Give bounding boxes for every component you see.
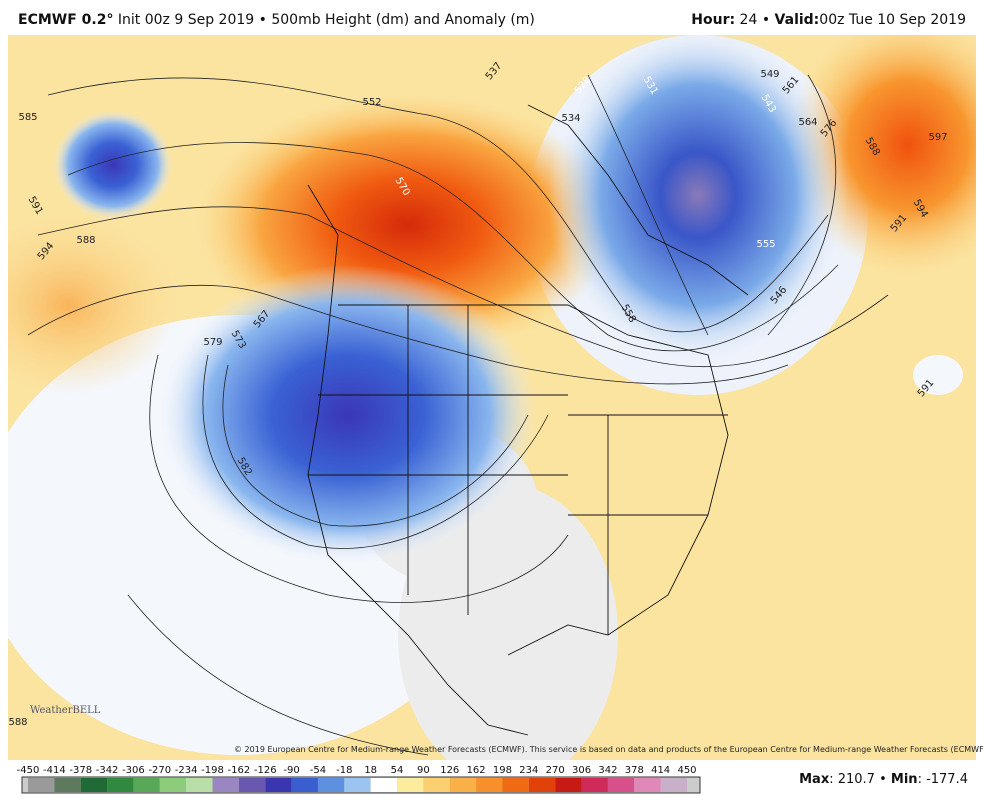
- contour-label: 552: [362, 97, 381, 108]
- colorbar-swatch: [476, 778, 503, 792]
- colorbar-label: -54: [310, 765, 326, 776]
- colorbar-label: 18: [364, 765, 377, 776]
- separator: •: [761, 12, 771, 28]
- colorbar-label: -378: [69, 765, 92, 776]
- colorbar-label: 54: [391, 765, 404, 776]
- product: 500mb Height (dm) and Anomaly (m): [271, 12, 535, 28]
- colorbar-label: -234: [175, 765, 198, 776]
- colorbar-label: 342: [598, 765, 617, 776]
- contour-label: 549: [760, 69, 779, 80]
- colorbar-swatch: [238, 778, 266, 792]
- colorbar-swatch: [107, 778, 134, 792]
- colorbar-swatch: [502, 778, 529, 792]
- colorbar-label: -270: [148, 765, 171, 776]
- separator: •: [258, 12, 267, 28]
- contour-label: 585: [18, 112, 37, 123]
- colorbar-swatch: [397, 778, 424, 792]
- colorbar-label: 234: [519, 765, 538, 776]
- colorbar-label: -90: [283, 765, 299, 776]
- colorbar-swatch: [265, 778, 292, 792]
- colorbar-label: 198: [493, 765, 512, 776]
- contour-label: 588: [8, 717, 27, 728]
- contour-label: 579: [203, 337, 222, 348]
- colorbar-swatch: [133, 778, 160, 792]
- colorbar-label: 270: [546, 765, 565, 776]
- valid-label: Valid:: [774, 12, 820, 28]
- colorbar-label: -450: [17, 765, 40, 776]
- hour: 24: [739, 12, 758, 28]
- colorbar-swatch: [291, 778, 318, 792]
- colorbar-label: 414: [651, 765, 670, 776]
- max-label: Max: [799, 772, 830, 787]
- colorbar-label: -198: [201, 765, 224, 776]
- copyright: © 2019 European Centre for Medium-range …: [234, 745, 984, 754]
- colorbar-label: 450: [677, 765, 696, 776]
- colorbar-label: 162: [467, 765, 486, 776]
- colorbar-swatch: [581, 778, 608, 792]
- logo: WeatherBELL: [30, 705, 101, 716]
- model: ECMWF 0.2°: [18, 12, 114, 28]
- colorbar-swatch: [555, 778, 582, 792]
- header-right: Hour: 24 • Valid:00z Tue 10 Sep 2019: [691, 12, 966, 28]
- colorbar-label: -306: [122, 765, 145, 776]
- min: -177.4: [926, 772, 968, 787]
- colorbar-swatch: [28, 778, 55, 792]
- max: 210.7: [837, 772, 875, 787]
- colorbar-label: -126: [254, 765, 277, 776]
- colorbar-swatch: [80, 778, 108, 792]
- colorbar-label: -162: [228, 765, 251, 776]
- contour-label: 588: [76, 235, 95, 246]
- contour-label: 564: [798, 117, 817, 128]
- colorbar-label: 378: [625, 765, 644, 776]
- min-label: Min: [890, 772, 918, 787]
- init: Init 00z 9 Sep 2019: [117, 12, 255, 28]
- contour-label: 555: [756, 239, 775, 250]
- valid: 00z Tue 10 Sep 2019: [819, 12, 966, 28]
- stats: Max: 210.7 • Min: -177.4: [799, 772, 968, 787]
- colorbar-swatch: [423, 778, 450, 792]
- colorbar-swatch: [449, 778, 477, 792]
- separator: •: [879, 772, 887, 787]
- colorbar-swatch: [186, 778, 213, 792]
- colorbar-swatch: [212, 778, 239, 792]
- colorbar-label: -414: [43, 765, 66, 776]
- colorbar-label: 90: [417, 765, 430, 776]
- colorbar-label: 306: [572, 765, 591, 776]
- colorbar-swatch: [54, 778, 81, 792]
- colorbar-label: -342: [96, 765, 119, 776]
- colorbar-swatch: [528, 778, 556, 792]
- contour-label: 597: [928, 132, 947, 143]
- header-left: ECMWF 0.2° Init 00z 9 Sep 2019 • 500mb H…: [18, 12, 535, 28]
- colorbar-swatch: [607, 778, 635, 792]
- colorbar-label: -18: [336, 765, 352, 776]
- colorbar-swatch: [660, 778, 687, 792]
- colorbar-swatch: [370, 778, 398, 792]
- colorbar-swatch: [344, 778, 371, 792]
- colorbar-label: 126: [440, 765, 459, 776]
- colorbar-swatch: [317, 778, 345, 792]
- colorbar-swatch: [159, 778, 187, 792]
- hour-label: Hour:: [691, 12, 736, 28]
- contour-label: 534: [561, 113, 580, 124]
- colorbar-swatch: [634, 778, 661, 792]
- colorbar: -450 -414 -378 -342 -306 -270 -234 -198 -162 -126…: [17, 765, 701, 794]
